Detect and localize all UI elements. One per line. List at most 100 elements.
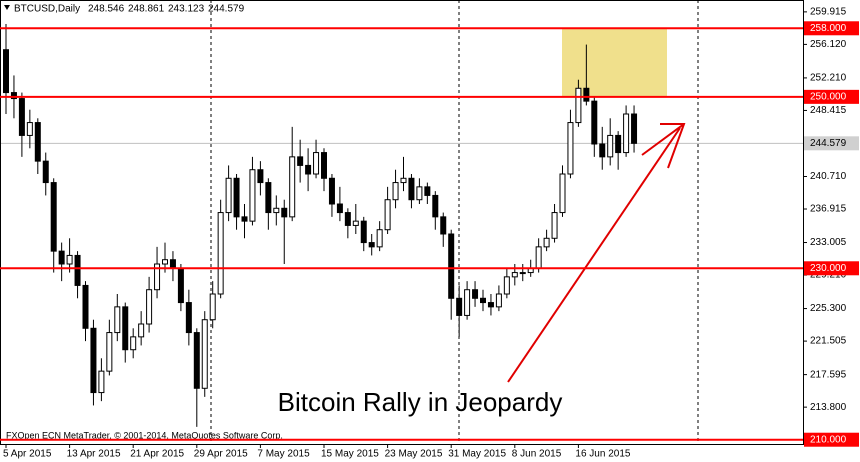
candle-body bbox=[74, 254, 81, 286]
x-tick-label: 31 May 2015 bbox=[448, 449, 506, 460]
candle-body bbox=[241, 216, 248, 222]
candle-body bbox=[209, 293, 216, 321]
candle-body bbox=[265, 182, 272, 214]
candle-body bbox=[257, 169, 264, 184]
candle-body bbox=[631, 113, 638, 144]
candle-body bbox=[10, 92, 17, 100]
candle-body bbox=[575, 87, 582, 124]
candle-body bbox=[201, 319, 208, 389]
candle-body bbox=[273, 207, 280, 214]
highlight-box bbox=[562, 28, 667, 97]
current-price-box bbox=[804, 136, 859, 151]
candle-body bbox=[177, 267, 184, 304]
copyright: FXOpen ECN MetaTrader, © 2001-2014, Meta… bbox=[6, 430, 283, 440]
y-tick-label: 248.415 bbox=[810, 105, 847, 116]
candle-body bbox=[249, 169, 256, 222]
candle-body bbox=[440, 216, 447, 235]
candle-body bbox=[400, 177, 407, 184]
candle-body bbox=[225, 177, 232, 214]
y-tick-label: 259.915 bbox=[810, 7, 847, 18]
candle-body bbox=[42, 160, 49, 184]
y-tick-label: 240.710 bbox=[810, 171, 847, 182]
annotation: Bitcoin Rally in Jeopardy bbox=[278, 387, 563, 417]
ohlc-close: 244.579 bbox=[208, 4, 245, 15]
x-tick-label: 13 Apr 2015 bbox=[67, 449, 121, 460]
x-tick-label: 7 May 2015 bbox=[257, 449, 310, 460]
ohlc-high: 248.861 bbox=[128, 4, 165, 15]
y-tick-label: 213.800 bbox=[810, 402, 847, 413]
candle-body bbox=[281, 207, 288, 218]
ohlc-open: 248.546 bbox=[88, 4, 125, 15]
candle-body bbox=[591, 100, 598, 145]
candle-body bbox=[66, 254, 73, 265]
x-tick-label: 21 Apr 2015 bbox=[130, 449, 184, 460]
arrow bbox=[507, 127, 681, 383]
candle-body bbox=[90, 327, 97, 394]
candle-body bbox=[328, 177, 335, 205]
candle-body bbox=[305, 164, 312, 175]
candle-body bbox=[551, 212, 558, 239]
candle-body bbox=[146, 289, 153, 325]
candle-body bbox=[519, 272, 526, 275]
candle-body bbox=[487, 302, 494, 308]
candle-body bbox=[154, 263, 161, 291]
candle-body bbox=[472, 289, 479, 299]
candle-body bbox=[297, 156, 304, 166]
candle-body bbox=[599, 143, 606, 158]
candle-body bbox=[384, 199, 391, 231]
symbol: BTCUSD,Daily bbox=[14, 4, 80, 15]
plot-frame bbox=[0, 0, 804, 445]
candle-body bbox=[368, 242, 375, 248]
candle-body bbox=[424, 186, 431, 196]
arrow bbox=[641, 123, 685, 156]
x-tick-label: 5 Apr 2015 bbox=[3, 449, 52, 460]
candle-body bbox=[3, 49, 9, 94]
candle-body bbox=[535, 246, 542, 269]
candle-body bbox=[336, 203, 343, 214]
candle-body bbox=[480, 297, 486, 304]
ohlc-low: 243.123 bbox=[168, 4, 205, 15]
candle-body bbox=[162, 259, 168, 265]
candle-body bbox=[106, 332, 113, 372]
y-tick-label: 233.005 bbox=[810, 237, 847, 248]
level-label: 258.000 bbox=[810, 23, 847, 34]
candle-body bbox=[233, 177, 240, 218]
candle-body bbox=[169, 259, 176, 269]
candle-body bbox=[511, 272, 518, 278]
level-label-box bbox=[804, 89, 859, 104]
candle-body bbox=[130, 336, 137, 351]
candle-body bbox=[26, 122, 33, 136]
candle-body bbox=[18, 98, 25, 136]
candle-body bbox=[217, 212, 224, 295]
y-tick-label: 236.915 bbox=[810, 204, 847, 215]
x-tick-label: 23 May 2015 bbox=[385, 449, 443, 460]
y-tick-label: 217.595 bbox=[810, 369, 847, 380]
arrow-head bbox=[660, 123, 686, 169]
candle-body bbox=[138, 323, 145, 338]
y-tick-label: 225.300 bbox=[810, 303, 847, 314]
candle-body bbox=[559, 173, 566, 214]
plot bbox=[0, 24, 803, 427]
y-tick-label: 252.210 bbox=[810, 73, 847, 84]
candle-body bbox=[416, 186, 423, 201]
x-tick-label: 29 Apr 2015 bbox=[194, 449, 248, 460]
level-label-box bbox=[804, 432, 859, 447]
candle-body bbox=[289, 156, 296, 218]
candle-body bbox=[376, 229, 383, 248]
candle-body bbox=[321, 152, 327, 179]
candle-body bbox=[360, 220, 367, 244]
current-price-label: 244.579 bbox=[810, 138, 847, 149]
level-label: 250.000 bbox=[810, 91, 847, 102]
candle-body bbox=[122, 306, 129, 351]
candle-body bbox=[58, 250, 65, 265]
candle-body bbox=[352, 220, 359, 226]
candle-body bbox=[448, 233, 455, 299]
candle-body bbox=[185, 302, 192, 334]
candle-body bbox=[344, 212, 351, 226]
x-tick-label: 15 May 2015 bbox=[321, 449, 379, 460]
candle-body bbox=[82, 284, 89, 329]
level-label: 230.000 bbox=[810, 263, 847, 274]
x-tick-label: 16 Jun 2015 bbox=[575, 449, 630, 460]
